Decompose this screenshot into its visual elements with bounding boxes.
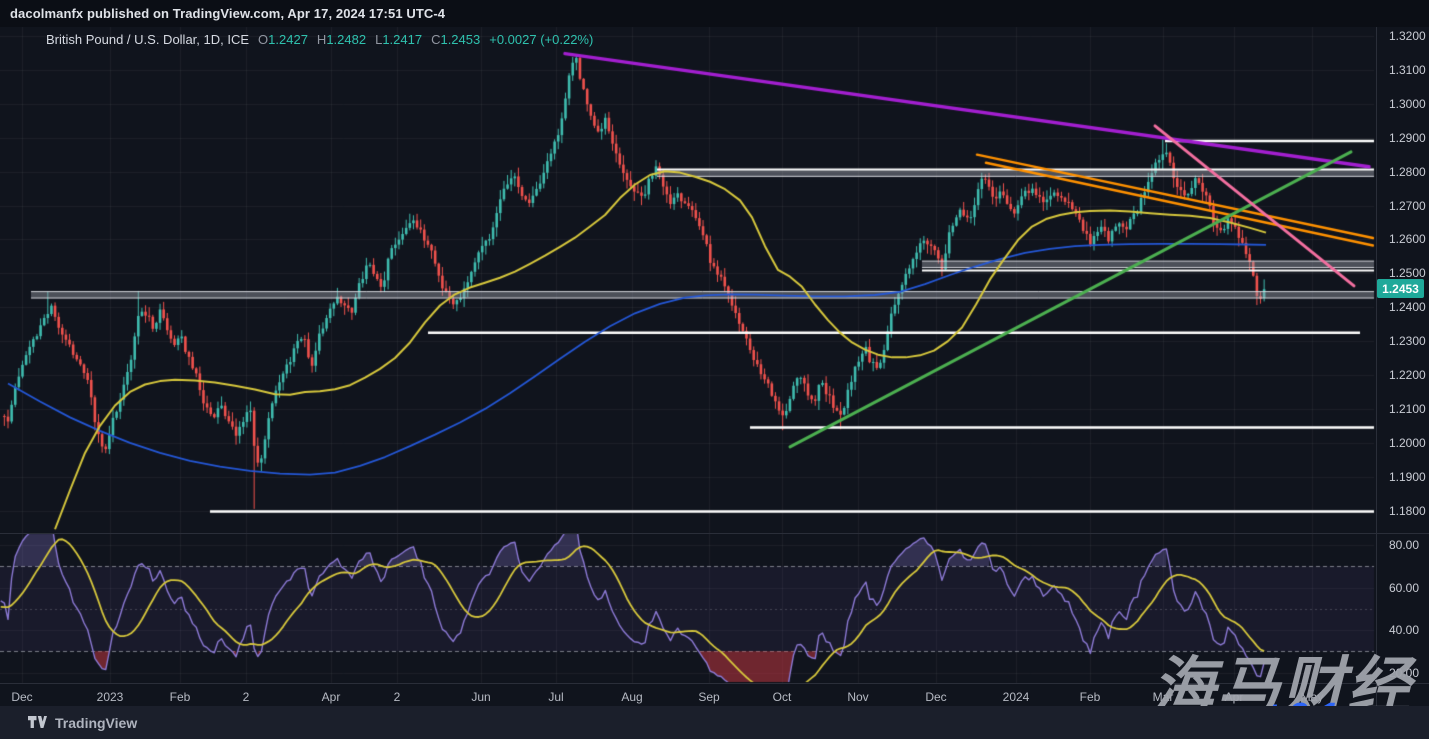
time-axis-label: Dec [11,690,33,704]
rsi-tick-label: 60.00 [1389,580,1420,595]
price-tick-label: 1.3100 [1389,62,1426,77]
price-tick-label: 1.2900 [1389,130,1426,145]
time-axis-label: Apr [1224,690,1244,704]
price-tick-label: 1.1900 [1389,469,1426,484]
timeaxis-separator [0,683,1429,684]
time-axis-label: Jul [548,690,564,704]
time-axis-label: Nov [847,690,869,704]
time-axis-label: Oct [772,690,792,704]
pane-separator[interactable] [0,533,1429,534]
price-tick-label: 1.2700 [1389,198,1426,213]
time-axis-label: Feb [169,690,191,704]
price-tick-label: 1.2600 [1389,232,1426,247]
price-tick-label: 1.1800 [1389,503,1426,518]
publish-info-text: dacolmanfx published on TradingView.com,… [10,6,446,21]
price-tick-label: 1.2500 [1389,266,1426,281]
ohlc-close: C 1.2453 [431,31,481,47]
rsi-tick-label: 80.00 [1389,538,1420,552]
time-axis-label: Dec [925,690,947,704]
price-tick-label: 1.2300 [1389,334,1426,349]
price-tick-label: 1.2400 [1389,300,1426,315]
symbol-title: British Pound / U.S. Dollar, 1D, ICE [46,31,250,47]
time-axis-label: Aug [621,690,643,704]
rsi-tick-label: 20.00 [1389,665,1420,680]
footer-bar: TradingView [0,706,1429,739]
tradingview-brand-text[interactable]: TradingView [55,714,138,731]
ohlc-high: H 1.2482 [316,31,367,47]
ohlc-open: O 1.2427 [258,31,308,47]
price-tick-label: 1.2100 [1389,401,1426,416]
time-axis-label: 2024 [1002,690,1030,704]
axis-separator [1376,27,1377,706]
time-axis-label: 2 [393,690,401,704]
rsi-tick-label: 40.00 [1389,623,1420,637]
time-axis-label: May [1300,690,1324,704]
price-tick-label: 1.3200 [1389,29,1426,43]
time-axis-label: 2 [242,690,250,704]
time-axis-label: Jun [471,690,491,704]
ohlc-low: L 1.2417 [375,31,423,47]
tradingview-logo-icon[interactable] [28,715,47,730]
last-price-badge: 1.2453 [1377,279,1424,299]
time-axis-label: 2023 [96,690,124,704]
price-tick-label: 1.3000 [1389,96,1426,111]
time-axis-label: Sep [698,690,720,704]
price-tick-label: 1.2200 [1389,368,1426,382]
price-tick-label: 1.2800 [1389,164,1426,179]
time-axis-label: Apr [321,690,341,704]
publish-header-bar: dacolmanfx published on TradingView.com,… [0,0,1429,27]
time-axis-label: Feb [1079,690,1101,704]
time-axis-label: Mar [1152,690,1174,704]
change-value: +0.0027 (+0.22%) [489,31,594,47]
symbol-legend[interactable]: British Pound / U.S. Dollar, 1D, ICE O 1.… [46,31,593,47]
price-tick-label: 1.2000 [1389,435,1426,450]
